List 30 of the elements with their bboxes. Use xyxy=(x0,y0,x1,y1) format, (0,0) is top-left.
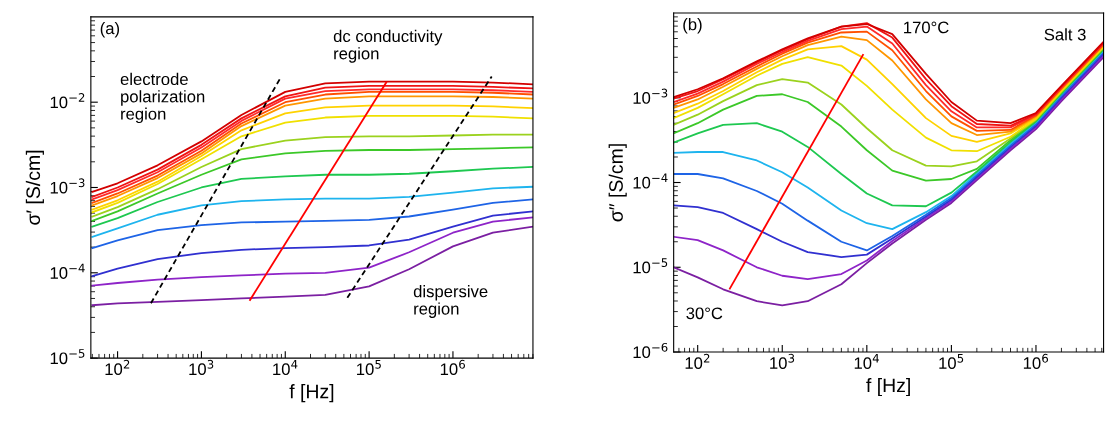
y-tick-label: 10$^{−2}$ xyxy=(50,93,85,109)
annotation: electrode polarization region xyxy=(120,72,205,124)
y-tick-label: 10$^{−6}$ xyxy=(633,342,668,359)
x-tick-label: 10$^{6}$ xyxy=(1023,353,1049,369)
x-tick-label: 10$^{5}$ xyxy=(939,353,964,370)
y-tick-label: 10$^{−5}$ xyxy=(633,258,668,274)
y-tick-label: 10$^{−4}$ xyxy=(50,263,85,279)
annotation: dc conductivity region xyxy=(333,29,443,63)
annotation: (a) xyxy=(100,22,120,38)
annotation: 170°C xyxy=(904,21,949,34)
x-tick-label: 10$^{3}$ xyxy=(189,359,214,376)
x-axis-title: f [Hz] xyxy=(289,384,334,403)
y-tick-label: 10$^{−4}$ xyxy=(633,173,668,189)
x-tick-label: 10$^{6}$ xyxy=(440,359,465,376)
y-tick-label: 10$^{−3}$ xyxy=(50,178,85,194)
x-tick-label: 10$^{4}$ xyxy=(273,360,298,376)
x-tick-label: 10$^{5}$ xyxy=(357,360,381,376)
y-tick-label: 10$^{−3}$ xyxy=(633,88,668,104)
annotation: dispersive region xyxy=(413,285,488,318)
x-tick-label: 10$^{3}$ xyxy=(770,353,795,369)
x-tick-label: 10$^{2}$ xyxy=(685,353,710,369)
x-tick-label: 10$^{4}$ xyxy=(854,353,879,370)
x-axis-title: f [Hz] xyxy=(866,377,910,397)
x-tick-label: 10$^{2}$ xyxy=(105,359,130,376)
y-tick-label: 10$^{−5}$ xyxy=(50,349,85,365)
annotation: Salt 3 xyxy=(1044,28,1086,41)
annotation: 30°C xyxy=(686,307,723,320)
y-axis-title: σ′ [S/cm] xyxy=(25,150,44,225)
y-axis-title: σ″ [S/cm] xyxy=(608,144,627,222)
annotation: (b) xyxy=(683,18,702,34)
